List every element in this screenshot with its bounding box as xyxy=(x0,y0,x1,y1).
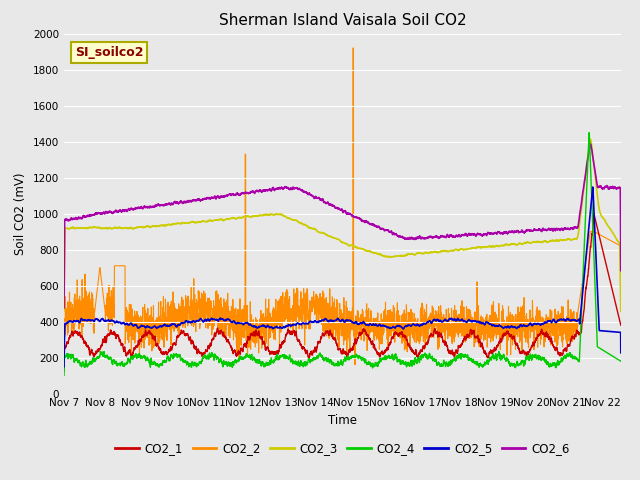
Title: Sherman Island Vaisala Soil CO2: Sherman Island Vaisala Soil CO2 xyxy=(219,13,466,28)
Text: SI_soilco2: SI_soilco2 xyxy=(75,46,143,59)
Legend: CO2_1, CO2_2, CO2_3, CO2_4, CO2_5, CO2_6: CO2_1, CO2_2, CO2_3, CO2_4, CO2_5, CO2_6 xyxy=(111,437,574,460)
Y-axis label: Soil CO2 (mV): Soil CO2 (mV) xyxy=(14,172,28,255)
X-axis label: Time: Time xyxy=(328,414,357,427)
